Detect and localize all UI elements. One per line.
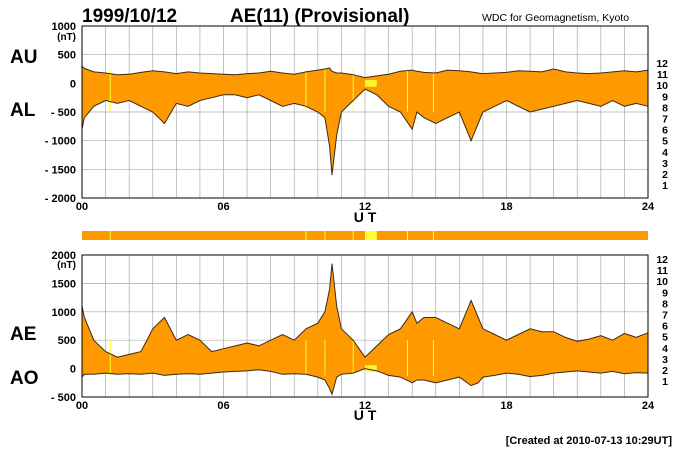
index-band (82, 66, 648, 176)
y-tick-label: 500 (58, 335, 76, 347)
level-label: 7 (662, 114, 668, 126)
level-label: 3 (662, 158, 668, 170)
level-label: 4 (662, 343, 668, 355)
upper-envelope-line (81, 65, 649, 79)
level-label: 10 (656, 276, 668, 288)
source-label: WDC for Geomagnetism, Kyoto (482, 12, 629, 24)
level-label: 3 (662, 354, 668, 366)
unit-label: (nT) (57, 32, 76, 43)
x-tick-label: 18 (500, 201, 512, 213)
x-axis-label: U T (354, 209, 377, 225)
y-tick-label: - 2000 (45, 193, 76, 205)
level-label: 2 (662, 365, 668, 377)
series-name-label: AU (10, 47, 37, 68)
x-tick-label: 12 (359, 400, 371, 412)
x-tick-label: 00 (76, 201, 88, 213)
y-tick-label: 0 (70, 364, 76, 376)
y-tick-label: - 1500 (45, 164, 76, 176)
level-label: 1 (662, 180, 668, 192)
y-tick-label: 1500 (52, 278, 76, 290)
level-label: 2 (662, 169, 668, 181)
level-label: 5 (662, 332, 668, 344)
y-tick-label: - 500 (51, 392, 76, 404)
level-label: 11 (657, 265, 668, 277)
x-tick-label: 12 (359, 201, 371, 213)
x-tick-label: 06 (217, 400, 229, 412)
y-tick-label: - 1000 (45, 136, 76, 148)
y-tick-label: 0 (70, 78, 76, 90)
ae-ao-panel: 2000 1500 1000 500 0 - 500 (nT) 00 06 12 18 24 U T AE… (10, 250, 655, 423)
level-label: 12 (656, 58, 668, 70)
index-band (82, 263, 648, 395)
level-label: 8 (662, 102, 668, 114)
x-tick-label: 00 (76, 400, 88, 412)
level-label: 9 (662, 91, 668, 103)
y-tick-label: - 500 (51, 107, 76, 119)
x-axis-label: U T (354, 407, 377, 423)
series-name-label: AL (10, 100, 36, 121)
level-label: 9 (662, 287, 668, 299)
series-name-label: AO (10, 368, 39, 389)
level-label: 6 (662, 321, 668, 333)
strip-highlight (365, 231, 377, 240)
plot-frame (81, 25, 649, 199)
x-tick-label: 18 (500, 400, 512, 412)
series-name-label: AE (10, 324, 36, 345)
level-label: 5 (662, 136, 668, 148)
x-tick-label: 06 (217, 201, 229, 213)
level-label: 1 (662, 376, 668, 388)
provisional-highlight (365, 365, 377, 373)
date-label: 1999/10/12 (82, 6, 177, 27)
y-tick-label: 1000 (52, 307, 76, 319)
created-timestamp: [Created at 2010-07-13 10:29UT] (506, 435, 673, 447)
level-label: 4 (662, 147, 668, 159)
y-tick-label: 2000 (52, 250, 76, 262)
level-label: 12 (656, 254, 668, 266)
provisional-highlight (365, 79, 377, 87)
unit-label: (nT) (57, 260, 76, 271)
y-tick-label: 1000 (52, 21, 76, 33)
au-al-panel: 1000 500 0 - 500 - 1000 - 1500 - 2000 (nT) 00 06 1… (10, 21, 655, 225)
lower-envelope-line (81, 368, 649, 396)
lower-envelope-line (81, 88, 649, 176)
plot-frame (81, 254, 649, 398)
level-label: 10 (656, 80, 668, 92)
level-label: 11 (657, 69, 668, 81)
level-label: 6 (662, 125, 668, 137)
figure-title: AE(11) (Provisional) (230, 6, 410, 27)
x-tick-label: 24 (642, 400, 655, 412)
level-label: 7 (662, 310, 668, 322)
upper-envelope-line (81, 263, 649, 358)
data-flag-strip (82, 231, 648, 240)
y-tick-label: 500 (58, 50, 76, 62)
x-tick-label: 24 (642, 201, 655, 213)
level-label: 8 (662, 298, 668, 310)
